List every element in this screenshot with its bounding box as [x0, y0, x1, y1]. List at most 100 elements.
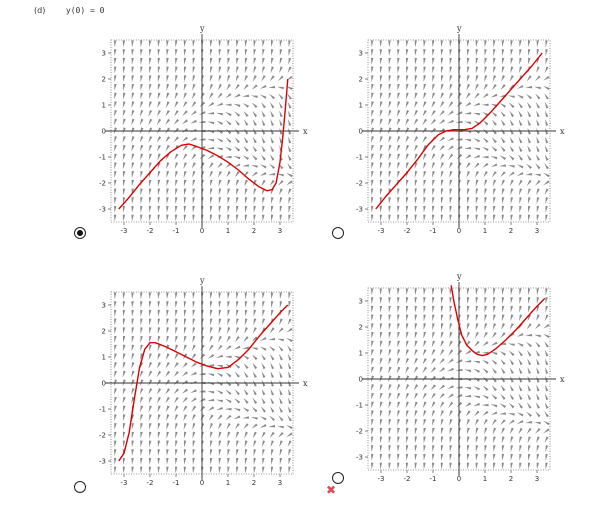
slope-arrow: [242, 407, 250, 413]
slope-arrow: [287, 154, 292, 161]
slope-arrow: [545, 57, 549, 65]
slope-arrow: [527, 288, 531, 296]
slope-arrow: [449, 83, 453, 91]
choice-radio-2[interactable]: [332, 227, 344, 239]
slope-arrow: [388, 170, 392, 178]
slope-arrow: [175, 179, 178, 187]
slope-arrow: [449, 40, 452, 48]
choice-radio-3[interactable]: [74, 481, 86, 493]
slope-arrow: [457, 410, 462, 417]
slope-arrow: [430, 144, 436, 152]
slope-arrow: [225, 389, 232, 395]
x-axis-label: x: [303, 379, 308, 388]
choice-radio-4[interactable]: [332, 472, 344, 484]
slope-arrow: [175, 301, 178, 308]
slope-arrow: [508, 171, 515, 177]
slope-arrow: [271, 301, 274, 308]
slope-arrow: [447, 137, 454, 142]
y-tick-label: 3: [359, 298, 363, 306]
slope-arrow: [543, 323, 550, 329]
slope-arrow: [484, 188, 488, 196]
solution-curve: [118, 304, 289, 462]
slope-arrow: [535, 179, 541, 186]
slope-arrow: [474, 83, 479, 91]
slope-arrow: [388, 179, 392, 187]
slope-arrow: [200, 344, 205, 352]
slope-arrow: [166, 188, 169, 196]
slope-arrow: [543, 85, 550, 91]
x-tick-label: 3: [278, 227, 282, 235]
slope-arrow: [140, 101, 144, 109]
slope-arrow: [261, 66, 266, 74]
slope-arrow: [190, 371, 197, 376]
slope-arrow: [379, 205, 383, 213]
y-tick-label: -2: [99, 180, 106, 188]
slope-arrow: [492, 214, 496, 222]
slope-arrow: [543, 420, 550, 426]
slope-arrow: [259, 94, 267, 99]
slope-arrow: [165, 144, 170, 152]
slope-arrow: [166, 440, 169, 448]
y-tick-label: 0: [102, 128, 106, 136]
slope-arrow: [234, 389, 240, 396]
slope-arrow: [270, 292, 274, 300]
slope-arrow: [148, 153, 152, 161]
slope-arrow: [448, 162, 453, 169]
slope-arrow: [379, 92, 383, 100]
slope-arrow: [509, 384, 514, 392]
slope-arrow: [431, 410, 436, 418]
slope-arrow: [526, 75, 532, 82]
slope-arrow: [510, 49, 513, 56]
slope-arrow: [464, 369, 472, 373]
slope-arrow: [148, 57, 152, 65]
slope-arrow: [397, 436, 400, 444]
slope-arrow: [288, 40, 291, 48]
slope-arrow: [475, 66, 479, 74]
slope-arrow: [518, 427, 523, 435]
slope-arrow: [406, 83, 409, 91]
slope-arrow: [518, 119, 523, 126]
slope-arrow: [157, 344, 161, 352]
y-tick-label: 1: [359, 102, 363, 110]
slope-arrow: [491, 331, 497, 339]
slope-arrow: [413, 118, 419, 126]
slope-arrow: [140, 75, 143, 83]
slope-arrow: [499, 412, 507, 415]
slope-arrow: [440, 188, 444, 196]
slope-arrow: [527, 57, 531, 65]
slope-arrow: [388, 288, 391, 296]
slope-arrow: [440, 314, 444, 322]
slope-arrow: [182, 145, 188, 151]
slope-arrow: [432, 436, 435, 444]
slope-arrow: [397, 205, 400, 213]
slope-arrow: [261, 136, 266, 144]
slope-arrow: [439, 393, 445, 399]
slope-arrow: [449, 445, 452, 453]
slope-arrow: [518, 145, 523, 152]
slope-arrow: [432, 331, 435, 339]
slope-arrow: [536, 205, 540, 213]
slope-arrow: [414, 109, 418, 117]
slope-arrow: [467, 188, 470, 196]
slope-arrow: [534, 86, 541, 90]
slope-arrow: [467, 314, 470, 322]
slope-arrow: [380, 83, 383, 91]
slope-arrow: [131, 66, 134, 74]
slope-arrow: [422, 118, 428, 126]
slope-arrow: [405, 392, 410, 400]
slope-arrow: [482, 93, 489, 99]
slope-arrow: [379, 323, 383, 331]
slope-arrow: [157, 57, 161, 65]
slope-arrow: [183, 40, 187, 48]
slope-arrow: [175, 440, 178, 448]
slope-arrow: [475, 40, 478, 48]
choice-radio-1[interactable]: [74, 227, 86, 239]
slope-arrow: [396, 357, 401, 365]
slope-arrow: [544, 145, 549, 153]
slope-arrow: [251, 354, 258, 361]
slope-arrow: [432, 427, 435, 435]
slope-arrow: [405, 92, 409, 100]
slope-arrow: [148, 309, 152, 317]
slope-arrow: [175, 309, 178, 317]
slope-arrow: [414, 57, 418, 65]
